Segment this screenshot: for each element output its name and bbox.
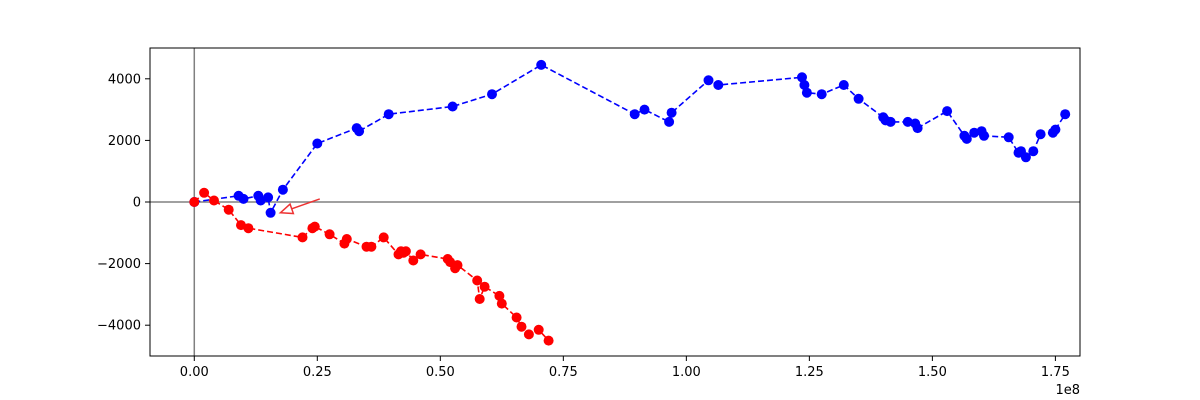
data-point (1050, 124, 1061, 135)
data-point (1060, 109, 1071, 120)
data-point (199, 187, 210, 198)
y-tick-label: 4000 (108, 72, 141, 87)
data-point (1020, 152, 1031, 163)
data-point (494, 290, 505, 301)
data-point (1003, 132, 1014, 143)
data-point (799, 80, 810, 90)
data-point (713, 80, 724, 90)
data-point (415, 249, 426, 260)
y-axis-ticks: 4000 2000 0 −2000 −4000 (97, 72, 150, 334)
data-point (238, 193, 249, 204)
data-point (472, 275, 483, 286)
data-point (309, 221, 320, 232)
data-point (961, 133, 972, 144)
data-point (543, 335, 554, 346)
data-point (639, 104, 650, 115)
x-tick-label: 1.75 (1041, 365, 1070, 380)
data-point (297, 232, 308, 243)
data-point (816, 89, 827, 100)
y-tick-label: 0 (133, 196, 141, 211)
data-point (452, 260, 463, 271)
zero-axis-lines (150, 48, 1080, 356)
data-point (912, 123, 923, 134)
data-point (189, 197, 200, 207)
data-point (664, 116, 675, 127)
data-point (487, 89, 497, 100)
x-axis-ticks: 0.00 0.25 0.50 0.75 1.00 1.25 1.50 1.75 (180, 356, 1070, 380)
data-point (885, 116, 896, 127)
data-point (523, 329, 534, 340)
series-0 (189, 59, 1071, 218)
data-point (447, 101, 458, 112)
data-point (378, 232, 389, 243)
y-tick-label: −2000 (97, 257, 141, 272)
x-tick-label: 1.50 (918, 365, 947, 380)
y-tick-label: −4000 (97, 319, 141, 334)
data-point (354, 126, 365, 137)
data-point (838, 80, 849, 90)
data-point (533, 324, 544, 335)
data-point (511, 312, 522, 323)
data-point (801, 87, 812, 98)
arrow-annotation (278, 198, 321, 215)
data-point (265, 207, 276, 218)
data-point (536, 59, 547, 70)
data-point (324, 229, 335, 240)
x-tick-label: 1.00 (672, 365, 701, 380)
arrow-head (278, 202, 295, 215)
data-point (408, 255, 419, 266)
data-point (666, 107, 677, 118)
data-point (1035, 129, 1046, 140)
arrow-shaft (291, 198, 321, 210)
data-point (496, 298, 507, 309)
data-point (853, 93, 864, 104)
x-tick-label: 0.25 (303, 365, 332, 380)
data-point (243, 223, 254, 234)
data-point (942, 106, 953, 117)
data-point (979, 130, 989, 141)
data-point (1028, 146, 1039, 157)
data-point (263, 192, 274, 203)
data-point (474, 294, 485, 304)
series-line (194, 63, 1066, 216)
y-tick-label: 2000 (108, 134, 141, 149)
data-point (277, 184, 288, 195)
series-line (193, 191, 550, 342)
data-point (383, 109, 394, 120)
data-point (223, 204, 234, 215)
data-point (969, 127, 980, 138)
x-tick-label: 0.75 (549, 365, 578, 380)
series-layer (189, 59, 1071, 346)
data-point (209, 195, 219, 206)
x-tick-label: 1.25 (795, 365, 824, 380)
data-point (366, 241, 377, 252)
series-1 (189, 187, 554, 346)
data-point (516, 321, 527, 332)
x-tick-label: 0.00 (180, 365, 209, 380)
x-tick-label: 0.50 (426, 365, 455, 380)
data-point (400, 246, 411, 257)
data-point (703, 75, 714, 86)
data-point (629, 109, 640, 120)
x-axis-offset-label: 1e8 (1055, 383, 1080, 398)
data-point (479, 281, 490, 292)
data-point (797, 72, 807, 83)
data-point (312, 138, 323, 149)
data-point (341, 234, 352, 244)
